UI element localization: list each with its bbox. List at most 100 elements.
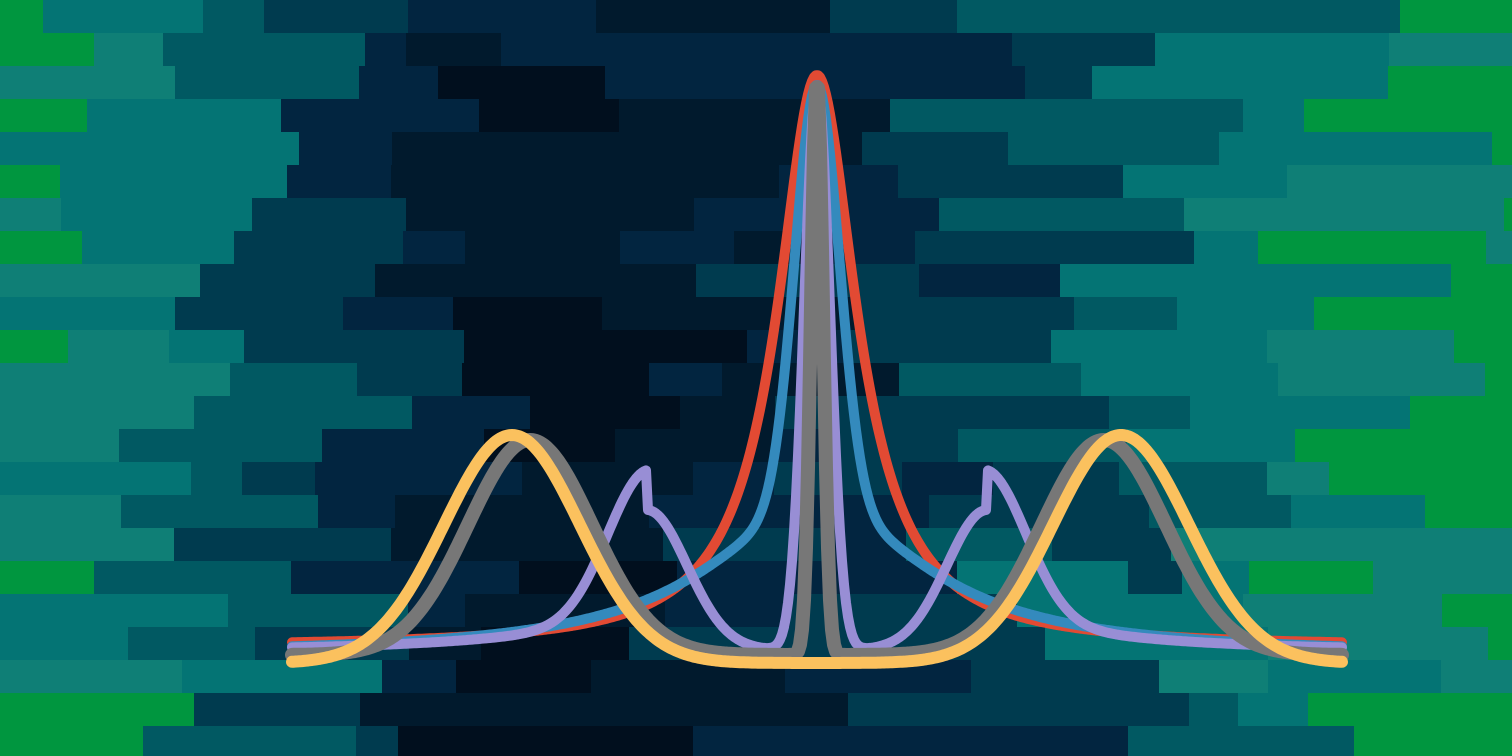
background-tile — [0, 594, 229, 628]
background-tile — [464, 330, 556, 364]
background-tile — [188, 132, 300, 166]
background-tile — [620, 231, 735, 265]
background-tile — [0, 495, 122, 529]
background-tile — [693, 726, 858, 756]
yellow-curve — [286, 429, 1348, 669]
background-tile — [186, 198, 253, 232]
background-tile — [318, 495, 396, 529]
background-tile — [0, 660, 183, 694]
background-tile — [191, 462, 243, 496]
background-tile — [810, 66, 1026, 100]
background-tile — [0, 726, 144, 756]
background-tile — [1128, 726, 1355, 756]
background-tile — [1008, 132, 1220, 166]
background-tile — [1081, 363, 1279, 397]
background-tile — [365, 33, 407, 67]
background-tile — [1400, 0, 1512, 34]
background-tile — [398, 726, 563, 756]
background-tile — [649, 363, 723, 397]
background-tile — [845, 330, 1052, 364]
background-tile — [1243, 594, 1443, 628]
background-tile — [865, 198, 940, 232]
background-tile — [121, 363, 231, 397]
background-tile — [408, 0, 597, 34]
background-tile — [0, 396, 195, 430]
background-tile — [927, 297, 1075, 331]
background-tile — [1418, 165, 1512, 199]
background-tile — [356, 726, 399, 756]
background-tile — [194, 396, 413, 430]
background-tile — [1291, 495, 1379, 529]
background-tile — [1392, 528, 1512, 562]
background-tile — [357, 363, 463, 397]
background-tile — [264, 0, 409, 34]
background-tile — [1258, 231, 1487, 265]
background-tile — [1461, 66, 1512, 100]
background-tile — [182, 660, 383, 694]
background-tile — [1074, 297, 1178, 331]
background-tile — [605, 66, 811, 100]
background-tile — [0, 429, 120, 463]
background-tile — [1442, 594, 1512, 628]
background-tile — [322, 429, 485, 463]
background-tile — [1128, 561, 1183, 595]
background-tile — [287, 165, 392, 199]
background-tile — [94, 33, 164, 67]
background-tile — [1192, 495, 1292, 529]
background-tile — [200, 264, 376, 298]
background-tile — [1278, 363, 1408, 397]
background-tile — [1304, 99, 1512, 133]
background-tile — [0, 693, 195, 727]
background-tile — [1308, 693, 1512, 727]
background-tile — [1295, 429, 1406, 463]
background-tile — [1109, 396, 1191, 430]
background-tile — [1504, 198, 1512, 232]
background-tile — [1092, 66, 1199, 100]
background-tile — [919, 264, 1061, 298]
background-tile — [1451, 264, 1512, 298]
background-tile — [1397, 198, 1505, 232]
background-tile — [0, 627, 129, 661]
background-tile — [848, 693, 1037, 727]
background-tile — [375, 264, 578, 298]
background-tile — [175, 297, 303, 331]
background-tile — [360, 693, 548, 727]
background-tile — [723, 33, 912, 67]
background-tile — [857, 726, 939, 756]
background-tile — [315, 462, 364, 496]
background-tile — [82, 231, 235, 265]
background-tile — [1485, 363, 1512, 397]
background-tile — [1052, 528, 1172, 562]
background-tile — [1025, 66, 1093, 100]
background-tile — [242, 462, 316, 496]
background-tile — [1051, 330, 1268, 364]
background-tile — [1190, 396, 1411, 430]
background-tile — [391, 165, 603, 199]
background-tile — [1243, 99, 1305, 133]
background-tile — [1267, 462, 1330, 496]
background-tile — [0, 66, 176, 100]
background-tile — [1177, 297, 1315, 331]
background-tile — [1319, 33, 1390, 67]
background-tile — [1086, 99, 1244, 133]
background-tile — [1405, 429, 1512, 463]
background-tile — [758, 693, 849, 727]
background-tile — [0, 33, 95, 67]
background-tile — [392, 297, 454, 331]
background-tile — [1015, 231, 1195, 265]
background-tile — [1389, 33, 1512, 67]
background-tile — [266, 528, 392, 562]
background-tile — [438, 66, 606, 100]
background-tile — [971, 660, 1160, 694]
background-tile — [87, 99, 282, 133]
background-tile — [479, 99, 620, 133]
background-tile — [547, 693, 759, 727]
background-tile — [412, 396, 531, 430]
background-tile — [68, 330, 170, 364]
background-tile — [1488, 627, 1512, 661]
background-tile — [392, 132, 507, 166]
background-tile — [1015, 396, 1110, 430]
background-tile — [555, 330, 748, 364]
background-tile — [1249, 561, 1374, 595]
background-tile — [1378, 495, 1426, 529]
